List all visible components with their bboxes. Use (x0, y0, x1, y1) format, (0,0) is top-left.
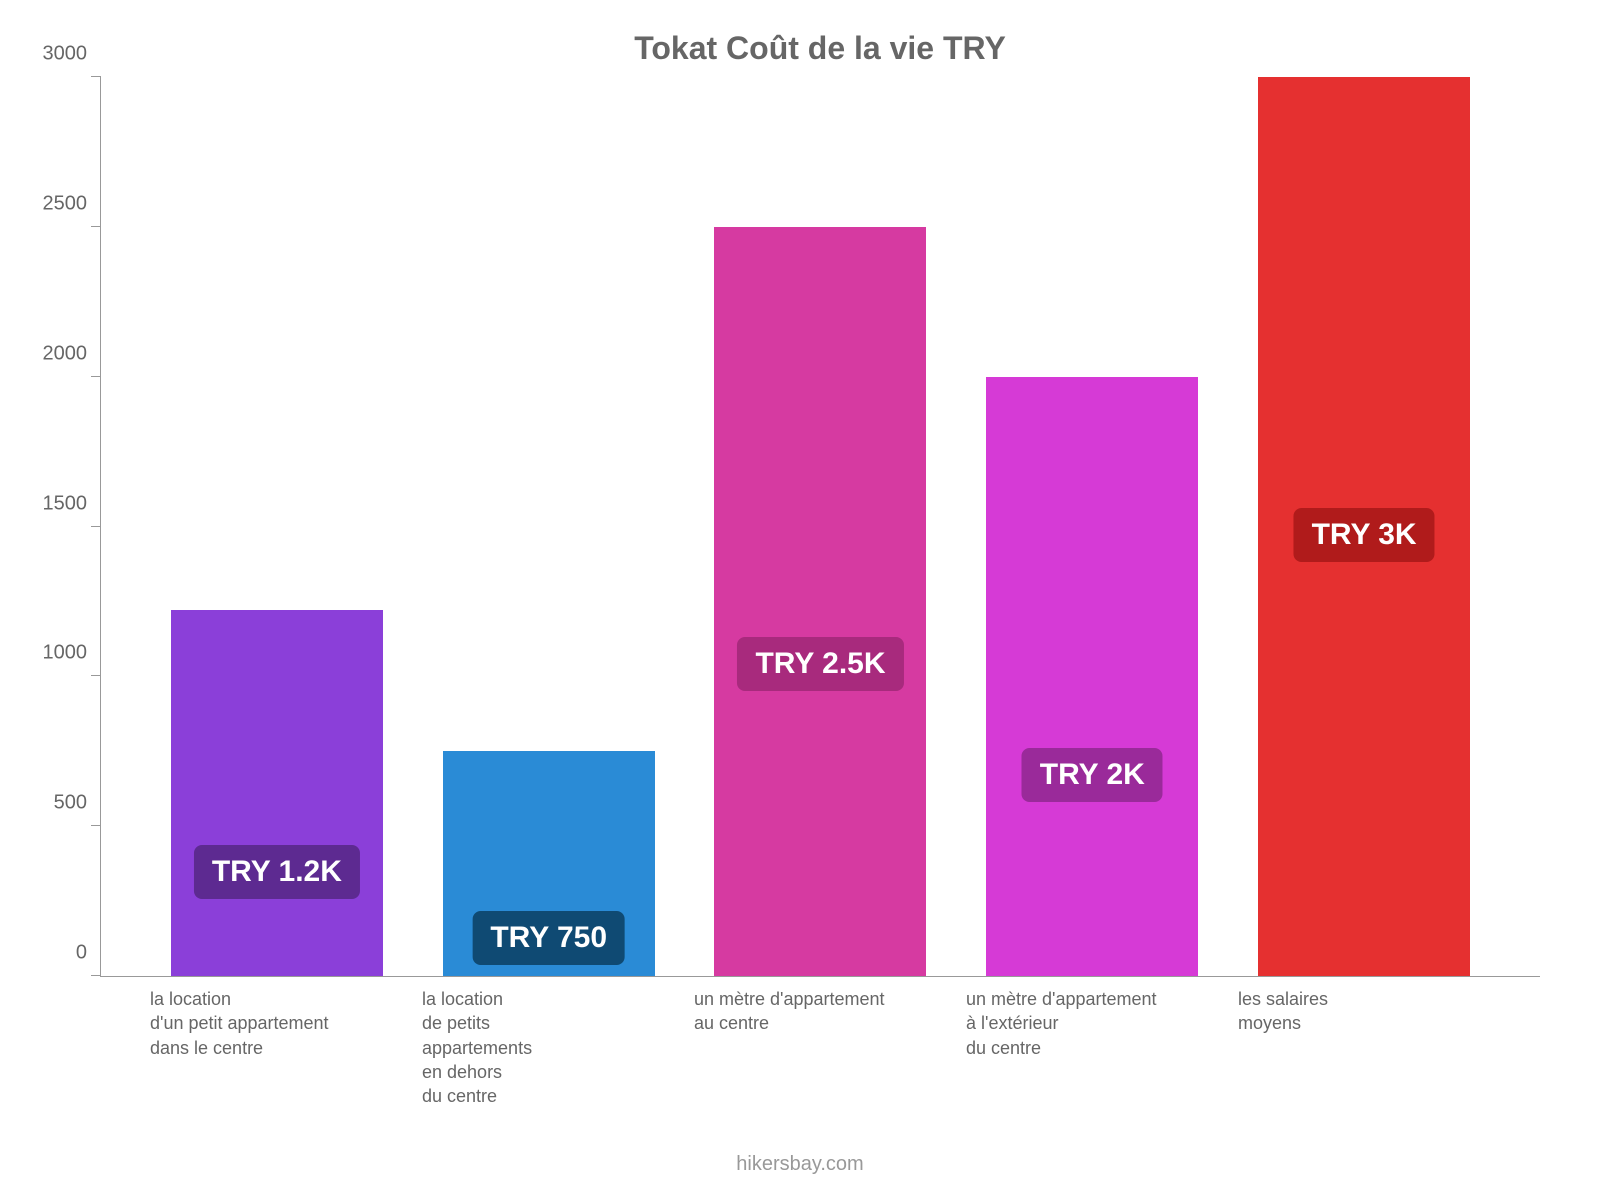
x-label-slot: la location de petits appartements en de… (412, 987, 684, 1108)
bar-slot: TRY 1.2K (141, 77, 413, 976)
bar: TRY 3K (1258, 77, 1470, 976)
x-axis-label: la location de petits appartements en de… (422, 987, 674, 1108)
chart-title: Tokat Coût de la vie TRY (100, 30, 1540, 67)
value-badge: TRY 3K (1294, 508, 1435, 562)
y-tick-label: 500 (54, 792, 101, 815)
y-tick-label: 0 (76, 942, 101, 965)
x-label-slot: un mètre d'appartement au centre (684, 987, 956, 1108)
plot-area: TRY 1.2KTRY 750TRY 2.5KTRY 2KTRY 3K 0500… (100, 77, 1540, 977)
bar-slot: TRY 2K (956, 77, 1228, 976)
value-badge: TRY 750 (472, 911, 625, 965)
y-tick (91, 376, 101, 377)
x-axis-label: un mètre d'appartement au centre (694, 987, 946, 1036)
y-tick-label: 1500 (43, 492, 102, 515)
bar-slot: TRY 750 (413, 77, 685, 976)
value-badge: TRY 2.5K (737, 637, 903, 691)
x-axis-label: un mètre d'appartement à l'extérieur du … (966, 987, 1218, 1060)
x-label-slot: un mètre d'appartement à l'extérieur du … (956, 987, 1228, 1108)
bar-slot: TRY 2.5K (685, 77, 957, 976)
y-tick (91, 526, 101, 527)
y-tick-label: 2500 (43, 192, 102, 215)
chart-container: Tokat Coût de la vie TRY TRY 1.2K TRY 750… (0, 0, 1600, 1200)
bar: TRY 750 (443, 751, 655, 976)
x-label-slot: la location d'un petit appartement dans … (140, 987, 412, 1108)
x-axis-label: les salaires moyens (1238, 987, 1490, 1036)
y-tick-label: 2000 (43, 342, 102, 365)
y-tick-label: 1000 (43, 642, 102, 665)
y-tick (91, 825, 101, 826)
bar: TRY 2.5K (714, 227, 926, 976)
y-tick (91, 76, 101, 77)
chart-footer: hikersbay.com (0, 1153, 1600, 1176)
y-tick (91, 226, 101, 227)
y-tick (91, 675, 101, 676)
y-tick-label: 3000 (43, 43, 102, 66)
x-axis-labels: la location d'un petit appartement dans … (100, 977, 1540, 1108)
value-badge: TRY 2K (1022, 748, 1163, 802)
bar: TRY 1.2K (171, 610, 383, 976)
value-badge: TRY 1.2K (194, 845, 360, 899)
bar: TRY 2K (986, 377, 1198, 976)
x-label-slot: les salaires moyens (1228, 987, 1500, 1108)
y-tick (91, 975, 101, 976)
bars-row: TRY 1.2K TRY 750 TRY 2.5K TRY 2K TRY 3K (101, 77, 1540, 976)
bar-slot: TRY 3K (1228, 77, 1500, 976)
x-axis-label: la location d'un petit appartement dans … (150, 987, 402, 1060)
